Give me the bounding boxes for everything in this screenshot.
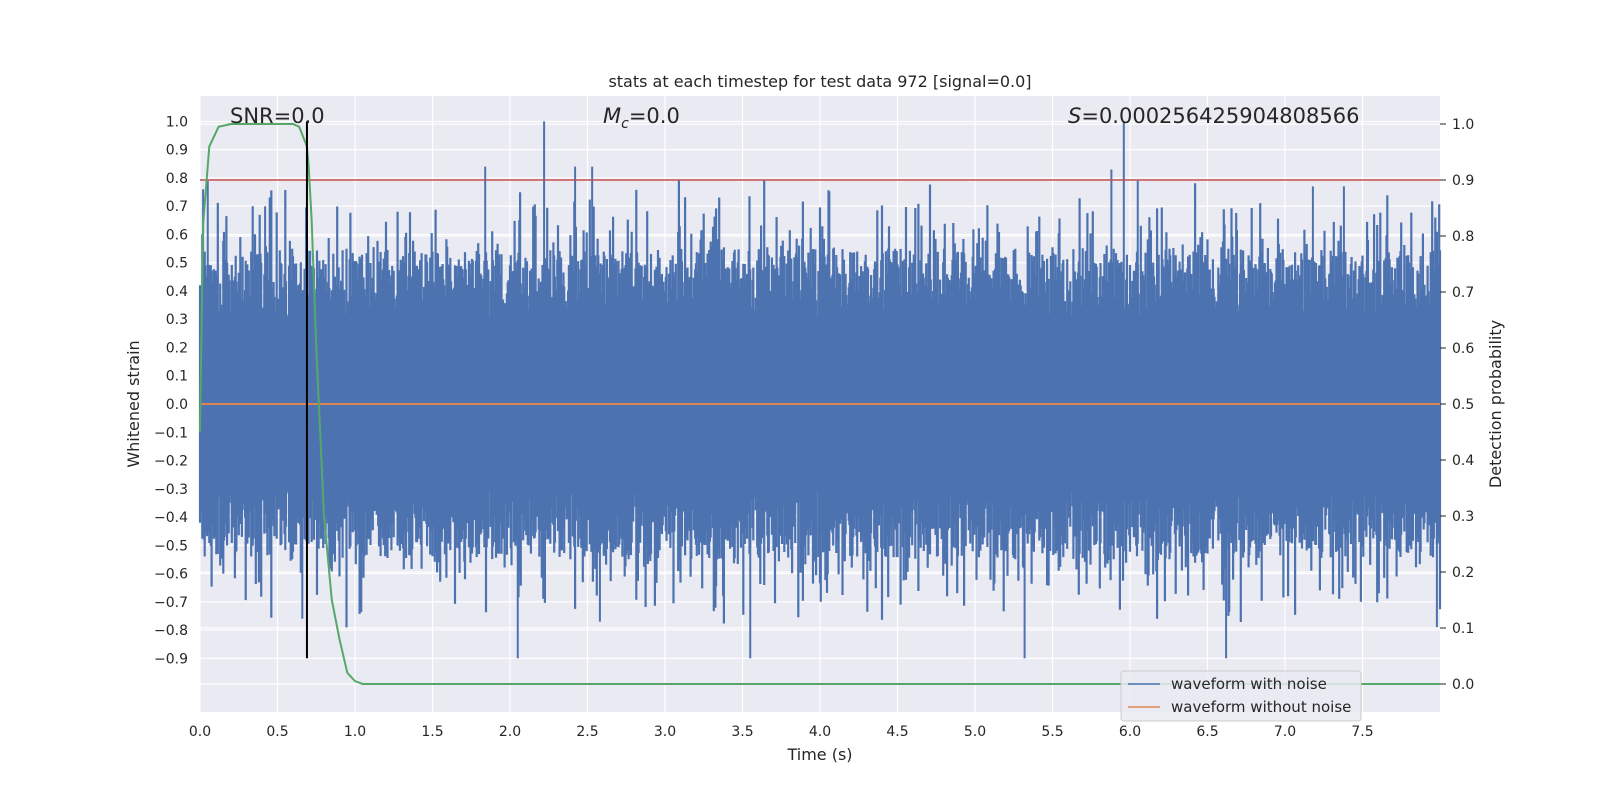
s-symbol: S (1068, 104, 1081, 128)
y-tick-label-right: 0.1 (1452, 621, 1474, 637)
y-tick-label-left: −0.2 (154, 454, 188, 470)
x-tick-label: 1.0 (344, 724, 366, 740)
y-tick-label-left: −0.5 (154, 538, 188, 554)
y-tick-label-left: 0.0 (166, 397, 188, 413)
y-axis-label-right: Detection probability (1486, 320, 1505, 488)
y-tick-label-right: 0.2 (1452, 565, 1474, 581)
chart-legend: waveform with noise waveform without noi… (1120, 670, 1362, 722)
y-axis-label-left: Whitened strain (124, 340, 143, 467)
y-tick-label-left: 0.6 (166, 227, 188, 243)
y-tick-label-left: 0.7 (166, 199, 188, 215)
x-tick-label: 3.0 (654, 724, 676, 740)
x-tick-label: 6.5 (1196, 724, 1218, 740)
y-tick-label-right: 0.4 (1452, 453, 1474, 469)
x-tick-label: 0.0 (189, 724, 211, 740)
x-tick-label: 7.5 (1351, 724, 1373, 740)
y-tick-label-right: 1.0 (1452, 117, 1474, 133)
x-tick-label: 2.5 (576, 724, 598, 740)
y-tick-label-left: −0.9 (154, 651, 188, 667)
x-tick-label: 7.0 (1274, 724, 1296, 740)
x-tick-label: 5.0 (964, 724, 986, 740)
x-tick-label: 5.5 (1041, 724, 1063, 740)
x-tick-label: 4.5 (886, 724, 908, 740)
legend-box (1120, 670, 1362, 722)
y-tick-label-left: −0.7 (154, 595, 188, 611)
chart-title: stats at each timestep for test data 972… (608, 72, 1031, 91)
y-tick-label-right: 0.3 (1452, 509, 1474, 525)
y-tick-label-right: 0.8 (1452, 229, 1474, 245)
y-tick-label-left: −0.3 (154, 482, 188, 498)
y-tick-label-left: 0.8 (166, 171, 188, 187)
mc-subscript: c (621, 116, 629, 132)
x-tick-label: 4.0 (809, 724, 831, 740)
y-tick-label-left: 1.0 (166, 114, 188, 130)
y-tick-label-left: 0.4 (166, 284, 188, 300)
axes-ticks: 0.0 0.5 1.0 1.5 2.0 2.5 3.0 3.5 4.0 4.5 5.0 5.5 6.0 6… (154, 114, 1474, 740)
snr-annotation: SNR=0.0 (230, 104, 325, 128)
y-tick-label-right: 0.0 (1452, 677, 1474, 693)
s-value: =0.000256425904808566 (1081, 104, 1359, 128)
y-tick-label-left: −0.6 (154, 567, 188, 583)
y-tick-label-right: 0.9 (1452, 173, 1474, 189)
x-axis-label: Time (s) (786, 745, 852, 764)
y-tick-label-left: 0.5 (166, 256, 188, 272)
x-tick-label: 3.5 (731, 724, 753, 740)
mc-annotation: Mc=0.0 (603, 104, 680, 132)
y-tick-label-left: −0.4 (154, 510, 188, 526)
x-tick-label: 0.5 (266, 724, 288, 740)
y-tick-label-left: 0.2 (166, 340, 188, 356)
series-line-probability (199, 123, 1440, 685)
legend-label-noisy: waveform with noise (1171, 675, 1327, 693)
x-tick-label: 2.0 (499, 724, 521, 740)
y-tick-label-right: 0.5 (1452, 397, 1474, 413)
y-tick-label-left: 0.3 (166, 312, 188, 328)
x-tick-label: 6.0 (1119, 724, 1141, 740)
series-layer (198, 121, 1442, 685)
y-tick-label-right: 0.7 (1452, 285, 1474, 301)
s-annotation: S=0.000256425904808566 (1068, 104, 1359, 128)
y-tick-label-left: 0.9 (166, 143, 188, 159)
y-tick-label-left: −0.8 (154, 623, 188, 639)
mc-value: =0.0 (629, 104, 680, 128)
y-tick-label-left: −0.1 (154, 425, 188, 441)
mc-symbol: M (603, 104, 621, 128)
x-tick-label: 1.5 (421, 724, 443, 740)
legend-label-clean: waveform without noise (1171, 698, 1351, 716)
y-tick-label-left: 0.1 (166, 369, 188, 385)
y-tick-label-right: 0.6 (1452, 341, 1474, 357)
